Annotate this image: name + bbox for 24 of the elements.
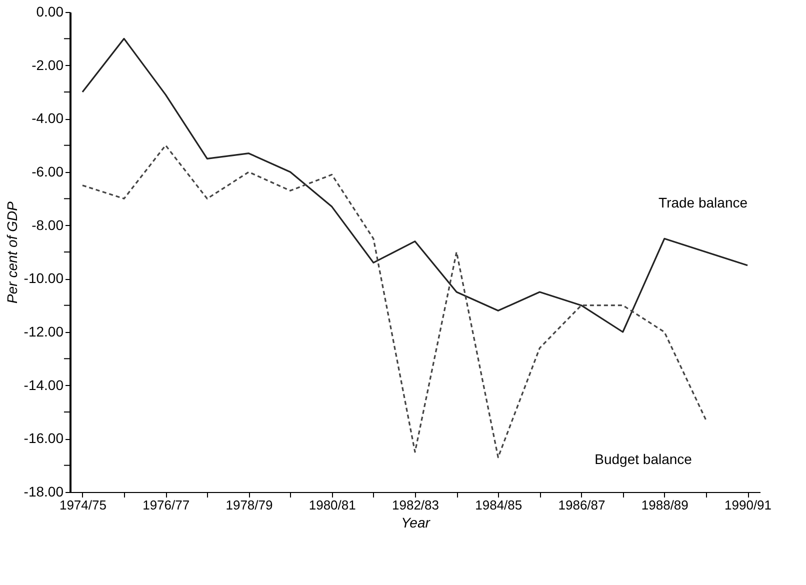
x-tick-label: 1988/89 bbox=[641, 498, 688, 512]
y-tick-label: -18.00 bbox=[24, 484, 64, 500]
y-tick-label: -6.00 bbox=[32, 164, 64, 180]
y-tick-label: -4.00 bbox=[32, 110, 64, 126]
x-tick-label: 1978/79 bbox=[226, 498, 273, 512]
y-tick-label: -2.00 bbox=[32, 56, 64, 73]
y-tick-label: -12.00 bbox=[24, 324, 64, 340]
y-axis-title: Per cent of GDP bbox=[4, 200, 20, 304]
y-tick-label: -14.00 bbox=[24, 376, 64, 393]
x-tick-label: 1986/87 bbox=[558, 498, 606, 512]
y-tick-label: -8.00 bbox=[32, 216, 64, 233]
text: Budget balance bbox=[594, 451, 692, 467]
x-axis-title: Year bbox=[401, 514, 432, 530]
x-tick-label: 1982/83 bbox=[392, 498, 439, 512]
x-tick-label: 1974/75 bbox=[59, 498, 106, 512]
text: Trade balance bbox=[658, 194, 748, 210]
y-tick-label: -10.00 bbox=[24, 270, 64, 286]
x-tick-label: 1976/77 bbox=[142, 498, 190, 512]
y-tick-label: -16.00 bbox=[24, 430, 64, 446]
x-tick-label: 1990/91 bbox=[724, 498, 772, 512]
x-tick-label: 1980/81 bbox=[308, 498, 356, 512]
line-series bbox=[82, 38, 748, 333]
y-tick-label: 0.00 bbox=[36, 4, 64, 20]
x-tick-label: 1984/85 bbox=[475, 498, 522, 512]
